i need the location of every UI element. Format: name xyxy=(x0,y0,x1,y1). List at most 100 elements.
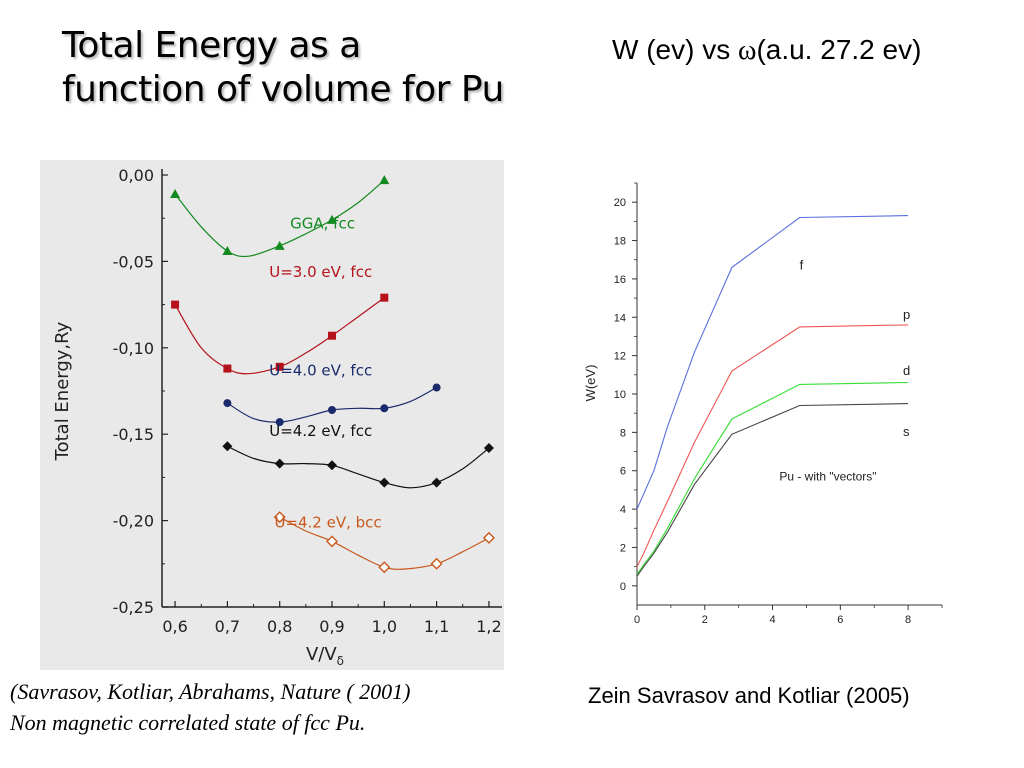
data-point xyxy=(380,293,389,302)
x-tick-label: 0,8 xyxy=(267,617,292,636)
data-point xyxy=(222,441,233,452)
series-line xyxy=(636,324,909,567)
x-tick-label: 6 xyxy=(837,614,843,626)
data-point xyxy=(275,362,284,371)
data-point xyxy=(274,240,285,250)
data-point xyxy=(483,443,494,454)
series-label: d xyxy=(903,363,910,378)
data-point xyxy=(378,561,391,574)
y-tick-label: 12 xyxy=(614,351,626,363)
slide-title-line-1: Total Energy as a xyxy=(62,25,361,66)
y-tick-label: 20 xyxy=(614,197,626,209)
series-f: f xyxy=(636,215,909,510)
chart-background xyxy=(40,160,504,670)
series-4: U=4.2 eV, fcc xyxy=(222,422,494,489)
series-1: GGA, fcc xyxy=(170,175,390,258)
data-point xyxy=(273,511,286,524)
data-point xyxy=(170,189,181,199)
y-tick-label: -0,10 xyxy=(113,339,154,358)
series-label: U=4.0 eV, fcc xyxy=(269,361,372,379)
series-s: s xyxy=(636,403,910,577)
chart-annotation: Pu - with "vectors" xyxy=(779,469,876,483)
right-title-prefix: W (ev) vs xyxy=(612,34,738,65)
data-point xyxy=(223,399,232,408)
data-point xyxy=(327,460,337,471)
x-tick-label: 4 xyxy=(769,614,775,626)
series-3: U=4.0 eV, fcc xyxy=(223,361,441,427)
data-point xyxy=(380,404,389,413)
data-point xyxy=(430,557,443,570)
x-ticks: 0,6 0,7 0,8 0,9 1,0 1,1 1,2 xyxy=(162,601,502,636)
series-label: GGA, fcc xyxy=(290,215,355,233)
x-tick-label: 0,6 xyxy=(162,617,187,636)
y-tick-label: 4 xyxy=(620,504,626,516)
x-tick-label: 1,2 xyxy=(476,617,501,636)
data-point xyxy=(171,300,180,309)
data-point xyxy=(222,246,233,256)
w-vs-omega-chart: 0 2 4 6 8 10 12 14 16 18 20 0 2 4 6 8 W(eV) f p d s Pu - with… xyxy=(583,182,943,626)
y-tick-label: -0,25 xyxy=(113,598,154,617)
series-label: U=4.2 eV, bcc xyxy=(274,514,381,532)
total-energy-chart: 0,00-0,05-0,10-0,15-0,20-0,250,6 0,7 0,8 0,… xyxy=(40,160,504,670)
series-line xyxy=(636,215,909,510)
data-point xyxy=(379,477,390,488)
x-axis-label-subscript: δ xyxy=(337,654,344,668)
x-tick-label: 8 xyxy=(905,614,911,626)
series-label: p xyxy=(903,307,910,322)
y-tick-label: 10 xyxy=(614,389,626,401)
slide-title: Total Energy as a function of volume for… xyxy=(62,24,532,112)
series-line xyxy=(636,381,909,575)
data-point xyxy=(379,175,390,185)
y-axis-label: Total Energy,Ry xyxy=(52,321,73,461)
data-point xyxy=(431,477,442,488)
data-point xyxy=(326,535,338,548)
citation: (Savrasov, Kotliar, Abrahams, Nature ( 2… xyxy=(10,676,410,738)
series-label: U=4.2 eV, fcc xyxy=(269,422,372,440)
data-point xyxy=(274,458,285,469)
citation-line-1: (Savrasov, Kotliar, Abrahams, Nature ( 2… xyxy=(10,679,411,704)
data-point xyxy=(275,418,284,427)
omega-symbol: ω xyxy=(738,35,757,66)
series-label: s xyxy=(903,424,910,439)
data-point xyxy=(328,331,336,340)
y-tick-label: 16 xyxy=(614,274,626,286)
slide-title-line-2: function of volume for Pu xyxy=(62,69,504,110)
x-tick-label: 2 xyxy=(702,614,708,626)
y-tick-label: 6 xyxy=(620,466,626,478)
x-tick-label: 1,0 xyxy=(372,617,397,636)
y-tick-label: -0,20 xyxy=(113,512,154,531)
y-tick-label: -0,05 xyxy=(113,252,154,271)
right-chart-title: W (ev) vs ω(a.u. 27.2 ev) xyxy=(612,34,921,67)
y-ticks: 0 2 4 6 8 10 12 14 16 18 20 xyxy=(614,182,637,593)
x-ticks: 0 2 4 6 8 xyxy=(634,605,943,626)
y-tick-label: 0 xyxy=(620,581,626,593)
data-point xyxy=(432,383,441,392)
y-axis-label: W(eV) xyxy=(583,365,598,402)
x-axis-label-main: V/V xyxy=(306,644,337,665)
series-p: p xyxy=(636,307,910,567)
y-tick-label: -0,15 xyxy=(113,425,154,444)
data-point xyxy=(327,214,337,224)
y-tick-label: 14 xyxy=(614,312,626,324)
series-label: f xyxy=(800,257,804,272)
y-tick-label: 2 xyxy=(620,542,626,554)
x-axis-label: V/Vδ xyxy=(306,644,344,668)
axes xyxy=(636,183,942,606)
series-line xyxy=(636,403,909,577)
y-tick-label: 18 xyxy=(614,236,626,248)
x-tick-label: 0 xyxy=(634,614,640,626)
x-tick-label: 1,1 xyxy=(424,617,449,636)
x-tick-label: 0,9 xyxy=(319,617,344,636)
credit-text: Zein Savrasov and Kotliar (2005) xyxy=(588,683,910,708)
y-tick-label: 0,00 xyxy=(118,166,154,185)
data-point xyxy=(328,406,336,415)
citation-line-2: Non magnetic correlated state of fcc Pu. xyxy=(10,710,366,735)
data-point xyxy=(223,364,232,373)
y-tick-label: 8 xyxy=(620,427,626,439)
series-2: U=3.0 eV, fcc xyxy=(171,263,389,375)
y-ticks: 0,00 -0,05 -0,10 -0,15 -0,20 -0,25 xyxy=(113,166,168,617)
right-title-suffix: (a.u. 27.2 ev) xyxy=(756,34,922,65)
fit-curve xyxy=(227,445,490,489)
series-d: d xyxy=(636,363,910,575)
x-tick-label: 0,7 xyxy=(215,617,240,636)
